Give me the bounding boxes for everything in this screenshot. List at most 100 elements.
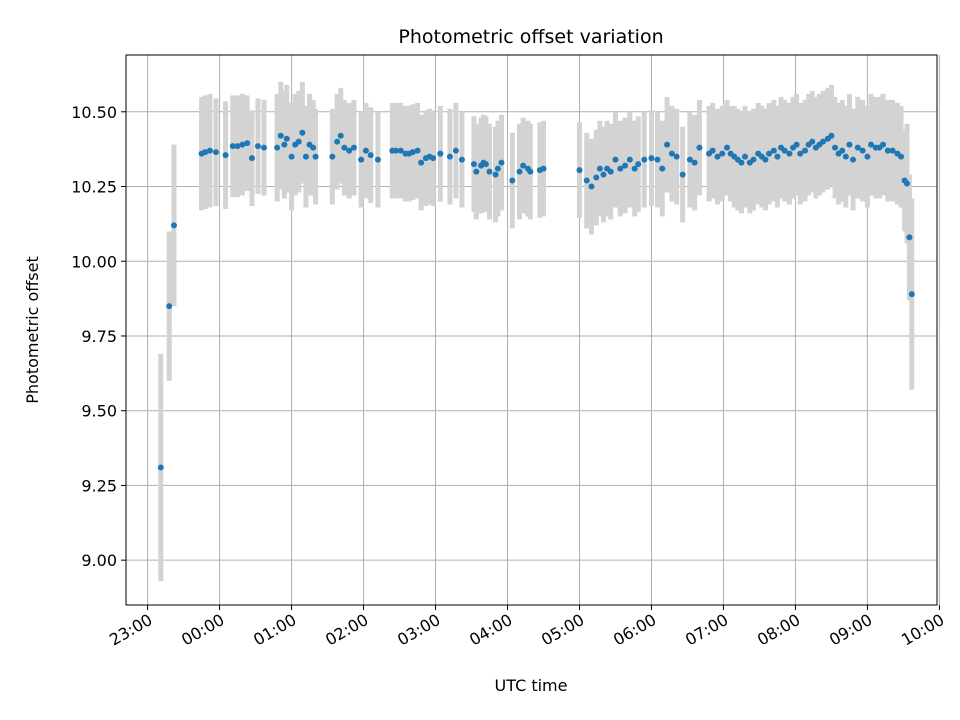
data-point: [334, 138, 341, 145]
data-point: [362, 147, 369, 154]
data-point: [509, 177, 516, 184]
data-point: [673, 153, 680, 160]
data-point: [631, 165, 638, 172]
data-point: [880, 141, 887, 148]
data-point: [392, 147, 399, 154]
data-point: [206, 147, 213, 154]
data-point: [516, 168, 523, 175]
data-point: [409, 149, 416, 156]
data-point: [202, 149, 209, 156]
data-point: [846, 141, 853, 148]
data-point: [904, 180, 911, 187]
y-tick-label: 9.75: [81, 327, 117, 346]
data-point: [254, 143, 261, 150]
data-point: [839, 147, 846, 154]
y-tick-label: 10.50: [71, 103, 117, 122]
data-point: [414, 147, 421, 154]
data-point: [446, 153, 453, 160]
data-point: [458, 156, 465, 163]
data-point: [486, 168, 493, 175]
data-point: [820, 138, 827, 145]
data-point: [312, 153, 319, 160]
data-point: [793, 141, 800, 148]
data-point: [859, 147, 866, 154]
data-point: [281, 141, 288, 148]
data-point: [374, 156, 381, 163]
data-point: [854, 144, 861, 151]
data-point: [358, 156, 365, 163]
data-point: [588, 183, 595, 190]
chart-title: Photometric offset variation: [398, 26, 663, 48]
data-point: [719, 150, 726, 157]
data-point: [157, 464, 164, 471]
data-point: [617, 165, 624, 172]
data-point: [397, 147, 404, 154]
data-point: [576, 167, 583, 174]
data-point: [868, 141, 875, 148]
data-point: [842, 153, 849, 160]
data-point: [686, 156, 693, 163]
data-point: [310, 144, 317, 151]
data-point: [288, 153, 295, 160]
data-point: [437, 150, 444, 157]
data-point: [648, 155, 655, 162]
data-point: [766, 150, 773, 157]
data-point: [452, 147, 459, 154]
data-point: [274, 144, 281, 151]
data-point: [654, 156, 661, 163]
data-point: [832, 144, 839, 151]
data-point: [494, 165, 501, 172]
data-point: [229, 143, 236, 150]
data-point: [346, 147, 353, 154]
data-point: [520, 162, 527, 169]
data-point: [709, 147, 716, 154]
data-point: [626, 156, 633, 163]
x-axis-label: UTC time: [495, 676, 568, 695]
data-point: [473, 168, 480, 175]
data-point: [277, 132, 284, 139]
data-point: [341, 144, 348, 151]
data-point: [498, 159, 505, 166]
data-point: [337, 132, 344, 139]
data-point: [593, 174, 600, 181]
y-axis-label: Photometric offset: [23, 256, 42, 404]
data-point: [738, 159, 745, 166]
data-point: [828, 132, 835, 139]
data-point: [607, 168, 614, 175]
data-point: [492, 171, 499, 178]
data-point: [762, 156, 769, 163]
data-point: [295, 138, 302, 145]
data-point: [889, 147, 896, 154]
data-point: [797, 150, 804, 157]
y-tick-label: 10.25: [71, 178, 117, 197]
data-point: [350, 144, 357, 151]
data-point: [884, 147, 891, 154]
data-point: [714, 153, 721, 160]
y-tick-label: 9.50: [81, 402, 117, 421]
data-point: [724, 144, 731, 151]
y-tick-label: 9.00: [81, 551, 117, 570]
data-points: [157, 129, 915, 471]
data-point: [664, 141, 671, 148]
data-point: [260, 144, 267, 151]
data-point: [809, 138, 816, 145]
data-point: [750, 156, 757, 163]
data-point: [641, 156, 648, 163]
data-point: [908, 291, 915, 298]
data-point: [244, 140, 251, 147]
data-point: [248, 155, 255, 162]
data-point: [691, 159, 698, 166]
data-point: [170, 222, 177, 229]
data-point: [583, 177, 590, 184]
y-axis: 9.00 9.25 9.50 9.75 10.00 10.25 10.50: [71, 103, 126, 570]
data-point: [166, 303, 173, 310]
data-point: [774, 153, 781, 160]
data-point: [786, 150, 793, 157]
data-point: [696, 144, 703, 151]
y-tick-label: 10.00: [71, 252, 117, 271]
data-point: [906, 234, 913, 241]
data-point: [659, 165, 666, 172]
data-point: [679, 171, 686, 178]
data-point: [622, 162, 629, 169]
